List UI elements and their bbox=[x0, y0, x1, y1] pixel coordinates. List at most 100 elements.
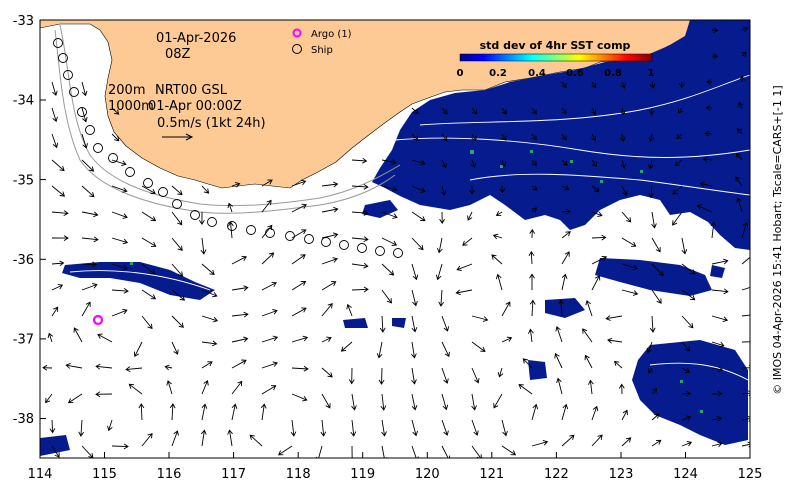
current-vector-arrow-icon bbox=[711, 415, 723, 422]
colorbar-tick-1: 1 bbox=[648, 68, 655, 79]
current-vector-arrow-icon bbox=[201, 315, 219, 323]
current-vector-arrow-icon bbox=[620, 107, 626, 116]
ship-position-marker bbox=[393, 248, 403, 258]
current-vector-arrow-icon bbox=[51, 306, 59, 317]
current-vector-arrow-icon bbox=[587, 379, 594, 395]
x-tick-121: 121 bbox=[479, 467, 504, 482]
current-vector-arrow-icon bbox=[81, 133, 88, 149]
current-vector-arrow-icon bbox=[585, 300, 593, 317]
current-vector-arrow-icon bbox=[619, 133, 626, 143]
current-vector-arrow-icon bbox=[741, 51, 747, 57]
current-vector-arrow-icon bbox=[651, 387, 658, 395]
current-vector-arrow-icon bbox=[681, 263, 696, 275]
current-vector-arrow-icon bbox=[291, 254, 306, 265]
current-vector-arrow-icon bbox=[591, 159, 598, 168]
current-vector-arrow-icon bbox=[51, 210, 69, 216]
ship-position-marker bbox=[207, 217, 217, 227]
x-tick-119: 119 bbox=[350, 467, 375, 482]
current-vector-arrow-icon bbox=[411, 445, 419, 458]
x-tick-123: 123 bbox=[609, 467, 634, 482]
current-vector-arrow-icon bbox=[411, 367, 417, 385]
current-vector-arrow-icon bbox=[378, 367, 385, 385]
current-vector-arrow-icon bbox=[651, 211, 657, 229]
current-vector-arrow-icon bbox=[321, 393, 331, 409]
current-vector-arrow-icon bbox=[501, 445, 517, 456]
ship-position-marker bbox=[108, 153, 118, 163]
current-vector-arrow-icon bbox=[584, 354, 593, 369]
current-vector-arrow-icon bbox=[438, 289, 445, 307]
current-vector-arrow-icon bbox=[411, 237, 424, 251]
x-tick-122: 122 bbox=[544, 467, 569, 482]
current-vector-arrow-icon bbox=[81, 261, 98, 268]
ship-position-marker bbox=[227, 221, 237, 231]
current-vector-arrow-icon bbox=[78, 419, 85, 437]
current-vector-arrow-icon bbox=[291, 281, 307, 291]
current-vector-arrow-icon bbox=[501, 336, 513, 343]
depth2-label: 1000m bbox=[108, 99, 154, 114]
product-label: NRT00 GSL bbox=[155, 83, 228, 98]
current-vector-arrow-icon bbox=[201, 263, 215, 276]
y-tick-33: -33 bbox=[13, 14, 34, 29]
current-vector-arrow-icon bbox=[440, 185, 447, 196]
current-vector-arrow-icon bbox=[591, 405, 599, 421]
current-vector-arrow-icon bbox=[381, 159, 397, 165]
ship-position-marker bbox=[85, 125, 95, 135]
plot-frame bbox=[39, 19, 751, 459]
current-vector-arrow-icon bbox=[351, 262, 369, 269]
current-vector-arrow-icon bbox=[591, 211, 603, 218]
current-vector-arrow-icon bbox=[47, 332, 54, 343]
ship-position-marker bbox=[158, 187, 168, 197]
current-vector-arrow-icon bbox=[706, 79, 713, 85]
current-vector-arrow-icon bbox=[699, 181, 713, 188]
current-vector-arrow-icon bbox=[411, 419, 418, 437]
current-vector-arrow-icon bbox=[621, 237, 637, 247]
current-vector-arrow-icon bbox=[531, 185, 538, 191]
current-vector-arrow-icon bbox=[291, 179, 307, 187]
current-vector-arrow-icon bbox=[651, 237, 661, 253]
current-vector-arrow-icon bbox=[735, 176, 743, 187]
current-vector-arrow-icon bbox=[111, 159, 127, 167]
current-vector-arrow-icon bbox=[51, 185, 66, 197]
current-vector-arrow-icon bbox=[441, 159, 447, 169]
current-vector-arrow-icon bbox=[164, 364, 173, 371]
current-vector-arrow-icon bbox=[321, 336, 332, 343]
ship-position-marker bbox=[246, 225, 256, 235]
current-vector-arrow-icon bbox=[561, 107, 567, 115]
current-vector-arrow-icon bbox=[648, 133, 655, 143]
current-vector-arrow-icon bbox=[141, 315, 153, 330]
current-vector-arrow-icon bbox=[492, 233, 503, 240]
current-vector-arrow-icon bbox=[529, 228, 536, 239]
current-vector-arrow-icon bbox=[591, 255, 608, 265]
current-vector-arrow-icon bbox=[111, 308, 128, 317]
current-vector-arrow-icon bbox=[351, 236, 369, 243]
current-vector-arrow-icon bbox=[411, 211, 426, 222]
current-vector-arrow-icon bbox=[411, 263, 419, 281]
current-vector-arrow-icon bbox=[696, 204, 713, 213]
current-vector-arrow-icon bbox=[531, 439, 549, 447]
current-vector-arrow-icon bbox=[111, 288, 129, 294]
current-vector-arrow-icon bbox=[81, 159, 95, 172]
current-vector-arrow-icon bbox=[681, 289, 696, 301]
current-vector-arrow-icon bbox=[471, 341, 486, 353]
current-vector-arrow-icon bbox=[227, 202, 233, 213]
current-vector-arrow-icon bbox=[561, 273, 568, 291]
current-vector-arrow-icon bbox=[441, 315, 450, 332]
current-vector-arrow-icon bbox=[648, 367, 654, 374]
current-vector-arrow-icon bbox=[620, 159, 627, 170]
current-vector-arrow-icon bbox=[462, 237, 473, 246]
current-vector-arrow-icon bbox=[291, 365, 309, 372]
current-vector-arrow-icon bbox=[65, 362, 83, 369]
current-vector-arrow-icon bbox=[501, 419, 508, 437]
current-vector-arrow-icon bbox=[591, 185, 600, 193]
current-vector-arrow-icon bbox=[681, 341, 691, 352]
current-vector-arrow-icon bbox=[201, 289, 218, 298]
current-vector-arrow-icon bbox=[49, 419, 56, 434]
current-vector-arrow-icon bbox=[435, 263, 443, 281]
current-vector-arrow-icon bbox=[441, 133, 448, 142]
ship-position-marker bbox=[69, 87, 79, 97]
current-vector-arrow-icon bbox=[201, 403, 208, 421]
current-vector-arrow-icon bbox=[291, 335, 309, 343]
colorbar-tick-0: 0 bbox=[457, 68, 464, 79]
current-vector-arrow-icon bbox=[67, 393, 83, 404]
